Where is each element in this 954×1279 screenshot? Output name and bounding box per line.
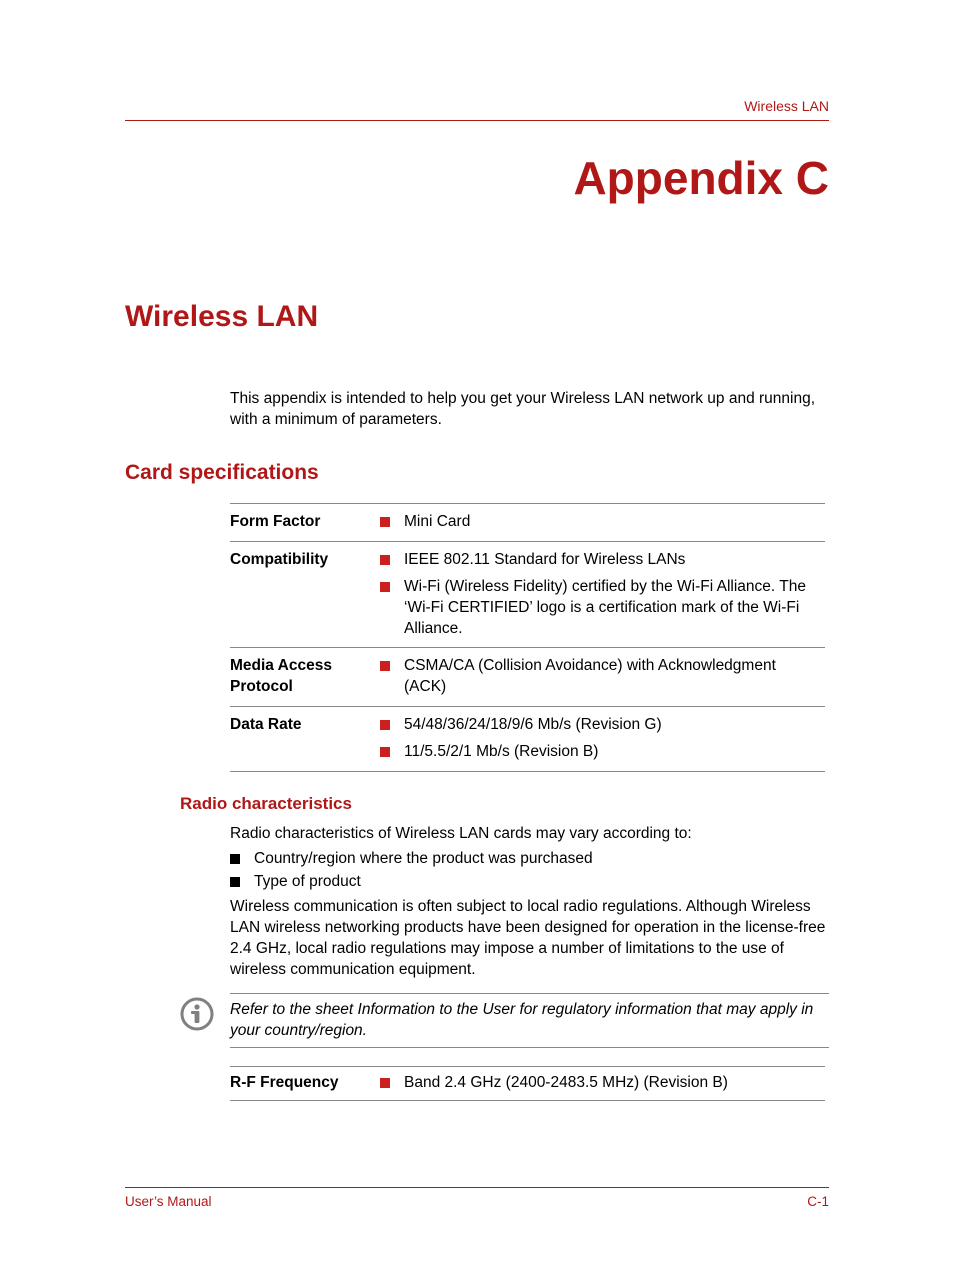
bullet-icon [380, 661, 390, 671]
radio-lead: Radio characteristics of Wireless LAN ca… [230, 824, 829, 845]
bullet-text: Wi-Fi (Wireless Fidelity) certified by t… [404, 577, 819, 640]
spec-label: Data Rate [230, 707, 380, 772]
bullet-icon [380, 517, 390, 527]
card-specs-heading: Card specifications [125, 461, 829, 485]
spec-value-cell: Mini Card [380, 503, 825, 541]
bullet-text: 11/5.5/2/1 Mb/s (Revision B) [404, 742, 819, 763]
bullet-icon [380, 747, 390, 757]
bullet-icon [380, 555, 390, 565]
running-head: Wireless LAN [125, 98, 829, 114]
list-item: Wi-Fi (Wireless Fidelity) certified by t… [380, 577, 819, 640]
radio-body: Radio characteristics of Wireless LAN ca… [230, 824, 829, 980]
spec-value-cell: 54/48/36/24/18/9/6 Mb/s (Revision G) 11/… [380, 707, 825, 772]
content-area: Wireless LAN Appendix C Wireless LAN Thi… [125, 98, 829, 1101]
radio-bullet-list: Country/region where the product was pur… [230, 849, 829, 893]
spec-value-cell: IEEE 802.11 Standard for Wireless LANs W… [380, 541, 825, 648]
bullet-icon [230, 877, 240, 887]
footer-rule [125, 1187, 829, 1188]
footer-row: User’s Manual C-1 [125, 1194, 829, 1209]
spec-label: Media Access Protocol [230, 648, 380, 707]
appendix-title: Appendix C [125, 151, 829, 205]
list-item: Band 2.4 GHz (2400-2483.5 MHz) (Revision… [380, 1073, 819, 1094]
radio-paragraph: Wireless communication is often subject … [230, 897, 829, 981]
info-icon [180, 997, 214, 1036]
table-row: Form Factor Mini Card [230, 503, 825, 541]
bullet-text: CSMA/CA (Collision Avoidance) with Ackno… [404, 656, 819, 698]
footer-left: User’s Manual [125, 1194, 212, 1209]
radio-heading: Radio characteristics [180, 794, 829, 814]
table-row: Data Rate 54/48/36/24/18/9/6 Mb/s (Revis… [230, 707, 825, 772]
card-specs-table: Form Factor Mini Card Compatibility IEEE… [230, 503, 825, 772]
bullet-icon [380, 582, 390, 592]
table-row: Compatibility IEEE 802.11 Standard for W… [230, 541, 825, 648]
spec-label: Compatibility [230, 541, 380, 648]
page: Wireless LAN Appendix C Wireless LAN Thi… [0, 0, 954, 1279]
bullet-icon [380, 720, 390, 730]
table-row: Media Access Protocol CSMA/CA (Collision… [230, 648, 825, 707]
rf-table: R-F Frequency Band 2.4 GHz (2400-2483.5 … [230, 1066, 825, 1101]
note-text: Refer to the sheet Information to the Us… [230, 993, 829, 1049]
list-item: 11/5.5/2/1 Mb/s (Revision B) [380, 742, 819, 763]
spec-value-cell: CSMA/CA (Collision Avoidance) with Ackno… [380, 648, 825, 707]
footer-right: C-1 [807, 1194, 829, 1209]
list-item: Country/region where the product was pur… [230, 849, 829, 870]
list-item: 54/48/36/24/18/9/6 Mb/s (Revision G) [380, 715, 819, 736]
list-item: Mini Card [380, 512, 819, 533]
table-row: R-F Frequency Band 2.4 GHz (2400-2483.5 … [230, 1067, 825, 1101]
bullet-text: 54/48/36/24/18/9/6 Mb/s (Revision G) [404, 715, 819, 736]
spec-value-cell: Band 2.4 GHz (2400-2483.5 MHz) (Revision… [380, 1067, 825, 1101]
bullet-text: Mini Card [404, 512, 819, 533]
bullet-text: Band 2.4 GHz (2400-2483.5 MHz) (Revision… [404, 1073, 819, 1094]
footer: User’s Manual C-1 [125, 1187, 829, 1209]
spec-label: R-F Frequency [230, 1067, 380, 1101]
list-item: Type of product [230, 872, 829, 893]
bullet-icon [380, 1078, 390, 1088]
list-item: IEEE 802.11 Standard for Wireless LANs [380, 550, 819, 571]
spec-label: Form Factor [230, 503, 380, 541]
bullet-text: IEEE 802.11 Standard for Wireless LANs [404, 550, 819, 571]
header-rule [125, 120, 829, 121]
list-item: CSMA/CA (Collision Avoidance) with Ackno… [380, 656, 819, 698]
bullet-text: Country/region where the product was pur… [254, 849, 829, 870]
section-title: Wireless LAN [125, 300, 829, 334]
note-block: Refer to the sheet Information to the Us… [180, 993, 829, 1049]
bullet-text: Type of product [254, 872, 829, 893]
intro-paragraph: This appendix is intended to help you ge… [230, 389, 829, 431]
bullet-icon [230, 854, 240, 864]
